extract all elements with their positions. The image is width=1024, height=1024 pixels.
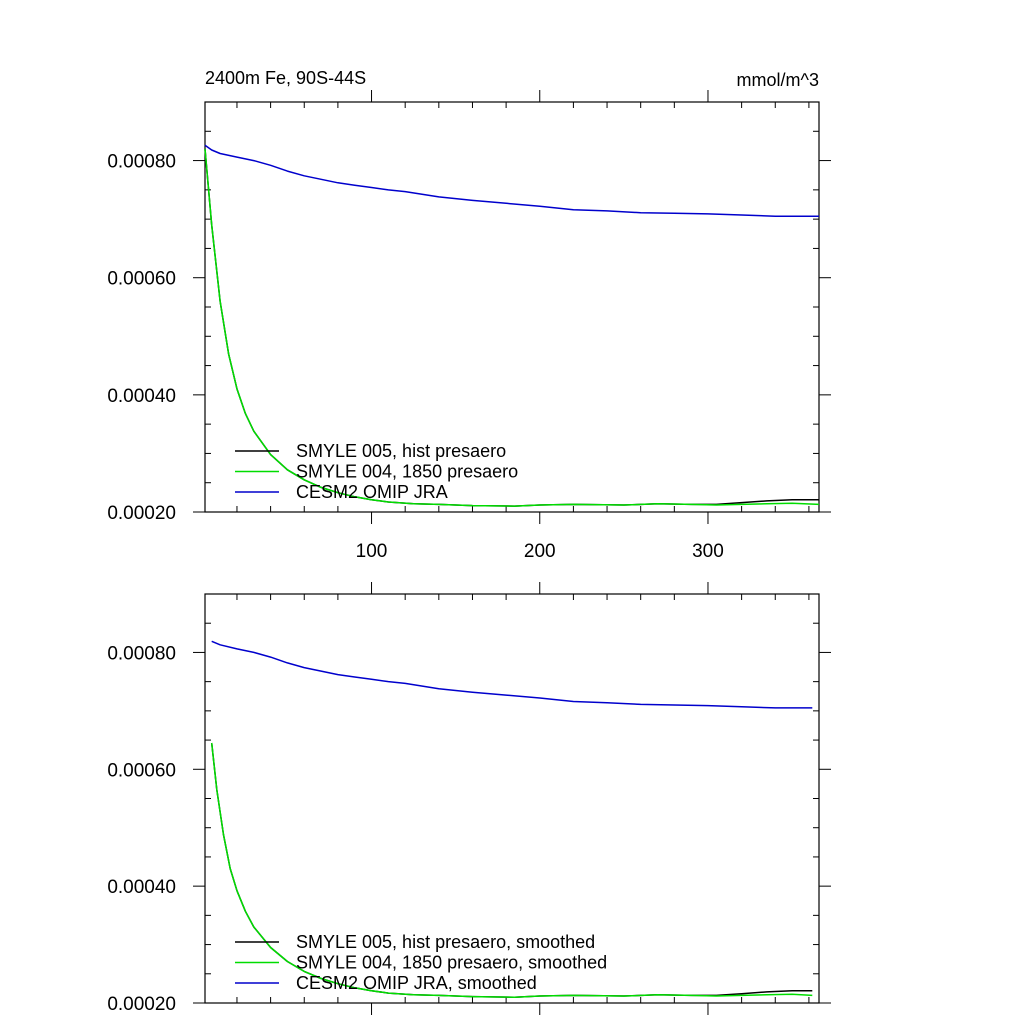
legend-label: SMYLE 004, 1850 presaero (296, 462, 518, 482)
series-line-3 (204, 144, 819, 217)
panel-top: 0.00020 0.00040 0.00060 0.00080 100 200 300 240… (107, 68, 831, 562)
series-line-3 (211, 640, 813, 709)
y-tick-label: 0.00020 (107, 503, 176, 524)
x-tick-label: 100 (356, 541, 388, 562)
y-tick-label: 0.00080 (107, 152, 176, 173)
series-line-2 (210, 742, 813, 998)
series-line-2 (204, 148, 820, 507)
axis-ticks (193, 582, 831, 1015)
x-tick-label: 200 (524, 541, 556, 562)
chart-title: 2400m Fe, 90S-44S (205, 68, 366, 88)
legend-label: SMYLE 005, hist presaero, smoothed (296, 932, 595, 952)
x-tick-label: 300 (692, 541, 724, 562)
legend-label: SMYLE 004, 1850 presaero, smoothed (296, 953, 607, 973)
y-tick-label: 0.00060 (107, 269, 176, 290)
panel-bottom: 0.00020 0.00040 0.00060 0.00080 SMYLE 005, h… (107, 582, 831, 1015)
y-tick-label: 0.00020 (107, 994, 176, 1015)
y-tick-label: 0.00040 (107, 386, 176, 407)
y-tick-label: 0.00060 (107, 760, 176, 781)
legend-label: SMYLE 005, hist presaero (296, 441, 506, 461)
legend-label: CESM2 OMIP JRA, smoothed (296, 973, 537, 993)
legend-label: CESM2 OMIP JRA (296, 482, 448, 502)
y-tick-label: 0.00040 (107, 877, 176, 898)
legend: SMYLE 005, hist presaero, smoothedSMYLE … (235, 932, 607, 993)
axis-ticks (193, 90, 831, 524)
y-tick-label: 0.00080 (107, 643, 176, 664)
units-label: mmol/m^3 (737, 70, 819, 90)
